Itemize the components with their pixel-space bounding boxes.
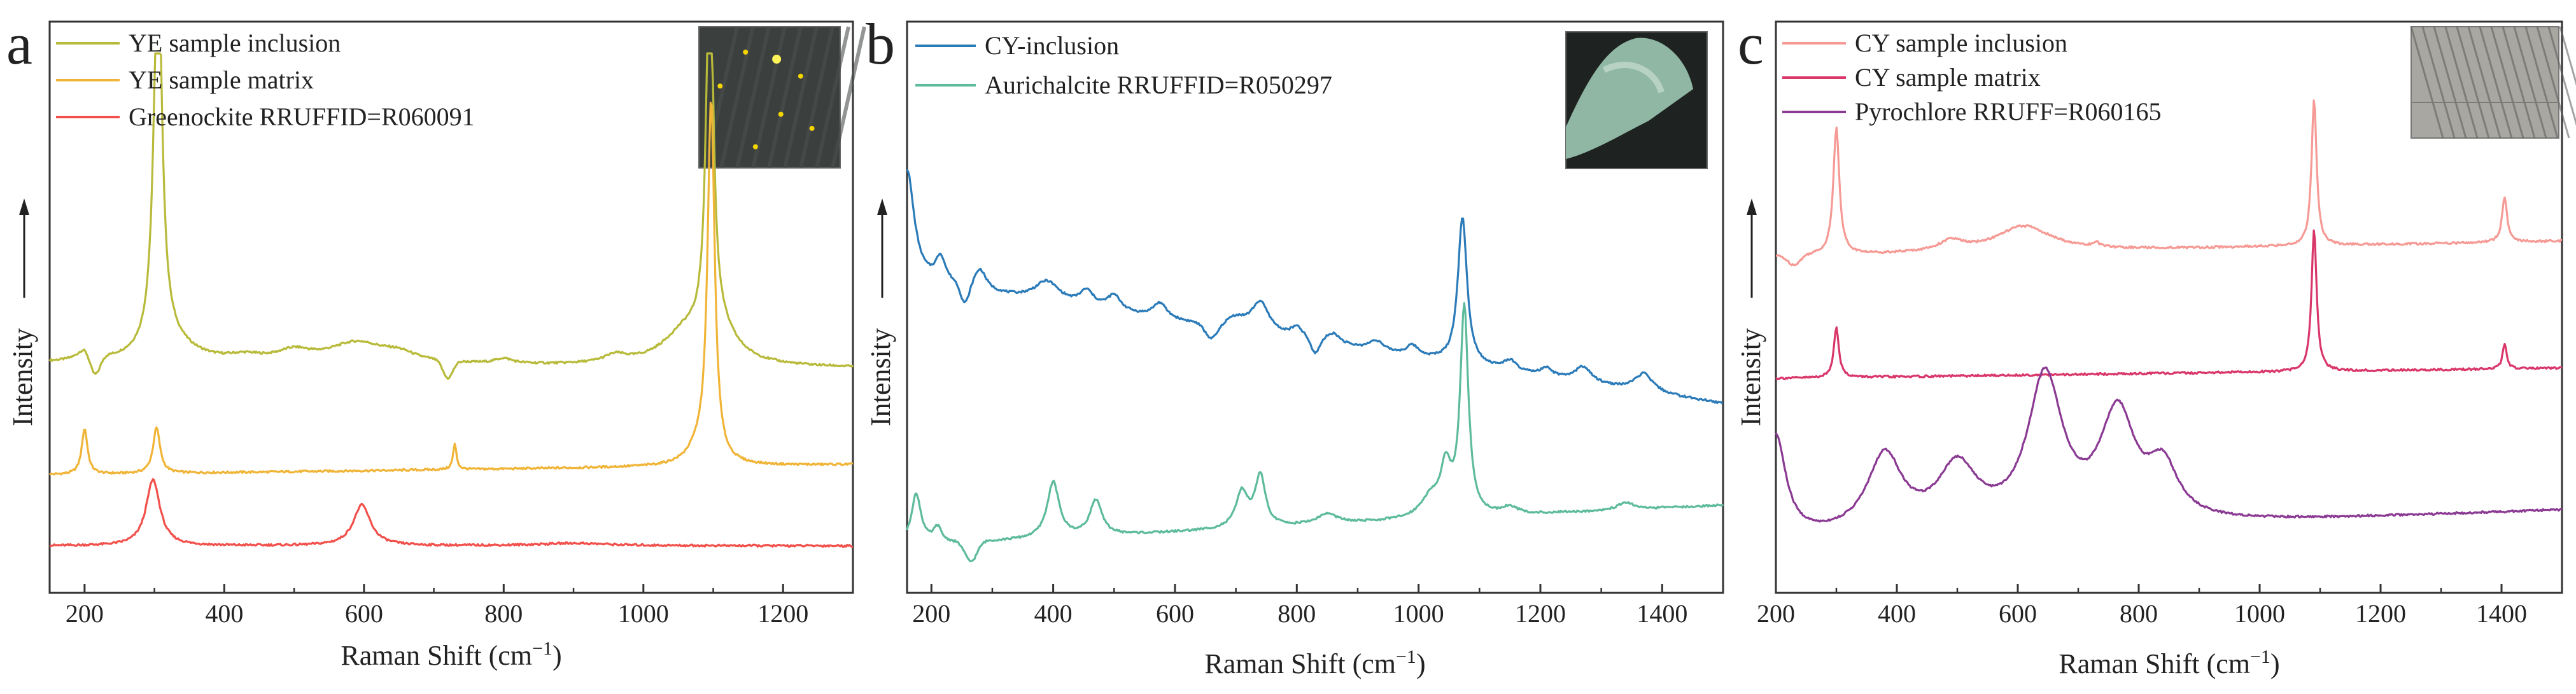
x-tick-label-c-200: 200 bbox=[1757, 599, 1795, 628]
micrograph-inset-c bbox=[2410, 26, 2576, 139]
x-tick-label-c-1400: 1400 bbox=[2476, 599, 2527, 628]
panel-c-frame bbox=[1775, 20, 2563, 594]
legend-a: YE sample inclusion YE sample matrix Green… bbox=[56, 29, 475, 131]
y-axis-title-c: Intensity bbox=[1735, 198, 1766, 426]
micrograph-inset-a bbox=[698, 26, 866, 169]
legend-label-a-0: YE sample inclusion bbox=[129, 29, 341, 57]
x-axis-title-b: Raman Shift (cm−1) bbox=[1204, 646, 1425, 679]
legend-label-c-0: CY sample inclusion bbox=[1855, 29, 2067, 57]
spectrum-b-0 bbox=[906, 169, 1723, 405]
x-tick-label-c-800: 800 bbox=[2120, 599, 2158, 628]
legend-label-b-0: CY-inclusion bbox=[985, 31, 1119, 60]
spectrum-c-1 bbox=[1775, 229, 2563, 380]
x-tick-label-a-1200: 1200 bbox=[757, 599, 808, 628]
x-tick-label-b-1400: 1400 bbox=[1636, 599, 1687, 628]
x-tick-label-b-1000: 1000 bbox=[1393, 599, 1444, 628]
legend-label-b-1: Aurichalcite RRUFFID=R050297 bbox=[985, 71, 1332, 99]
panel-b-frame bbox=[906, 20, 1724, 594]
x-tick-label-c-1200: 1200 bbox=[2355, 599, 2406, 628]
legend-c: CY sample inclusion CY sample matrix Pyroc… bbox=[1782, 29, 2161, 126]
x-tick-label-b-600: 600 bbox=[1156, 599, 1194, 628]
legend-label-a-1: YE sample matrix bbox=[129, 66, 314, 94]
x-tick-label-c-1000: 1000 bbox=[2234, 599, 2285, 628]
spectrum-a-0 bbox=[48, 52, 854, 380]
x-axis-title-c: Raman Shift (cm−1) bbox=[2059, 646, 2279, 679]
x-tick-label-a-200: 200 bbox=[66, 599, 104, 628]
x-tick-label-a-600: 600 bbox=[345, 599, 383, 628]
legend-label-c-1: CY sample matrix bbox=[1855, 63, 2041, 92]
spectrum-a-2 bbox=[49, 478, 854, 548]
x-axis-title-a: Raman Shift (cm−1) bbox=[341, 638, 561, 671]
x-tick-label-a-800: 800 bbox=[484, 599, 523, 628]
spectrum-b-1 bbox=[906, 302, 1724, 562]
legend-label-c-2: Pyrochlore RRUFF=R060165 bbox=[1855, 97, 2161, 126]
panel-b: b 200 400 600 800 1000 1200 1400 CY-inclusion A… bbox=[865, 11, 1724, 679]
spectrum-c-2 bbox=[1775, 366, 2563, 523]
x-tick-label-c-600: 600 bbox=[1999, 599, 2037, 628]
x-tick-label-a-400: 400 bbox=[205, 599, 243, 628]
x-tick-label-b-1200: 1200 bbox=[1515, 599, 1566, 628]
y-axis-title-b: Intensity bbox=[865, 198, 896, 426]
legend-label-a-2: Greenockite RRUFFID=R060091 bbox=[129, 102, 475, 131]
y-axis-label-c: Intensity bbox=[1735, 328, 1766, 426]
micrograph-inset-b bbox=[1565, 31, 1708, 169]
x-tick-label-a-1000: 1000 bbox=[618, 599, 669, 628]
legend-b: CY-inclusion Aurichalcite RRUFFID=R050297 bbox=[915, 31, 1332, 99]
y-axis-title-a: Intensity bbox=[7, 198, 38, 426]
panel-a-frame bbox=[48, 20, 854, 594]
panel-c: c 200 400 600 800 1000 1200 1400 CY sample inc… bbox=[1735, 11, 2576, 679]
panel-label-b: b bbox=[866, 11, 895, 76]
panel-label-c: c bbox=[1738, 11, 1764, 76]
y-axis-label-b: Intensity bbox=[865, 328, 896, 426]
x-tick-label-b-800: 800 bbox=[1277, 599, 1316, 628]
spectrum-c-0 bbox=[1776, 99, 2563, 267]
x-tick-label-b-200: 200 bbox=[912, 599, 950, 628]
x-tick-label-c-400: 400 bbox=[1878, 599, 1916, 628]
panel-a: a 200 400 600 800 1000 1200 YE sample inclusi… bbox=[6, 11, 866, 671]
panel-label-a: a bbox=[6, 11, 32, 76]
x-tick-label-b-400: 400 bbox=[1034, 599, 1073, 628]
y-axis-label-a: Intensity bbox=[7, 328, 38, 426]
spectrum-a-1 bbox=[48, 101, 854, 476]
